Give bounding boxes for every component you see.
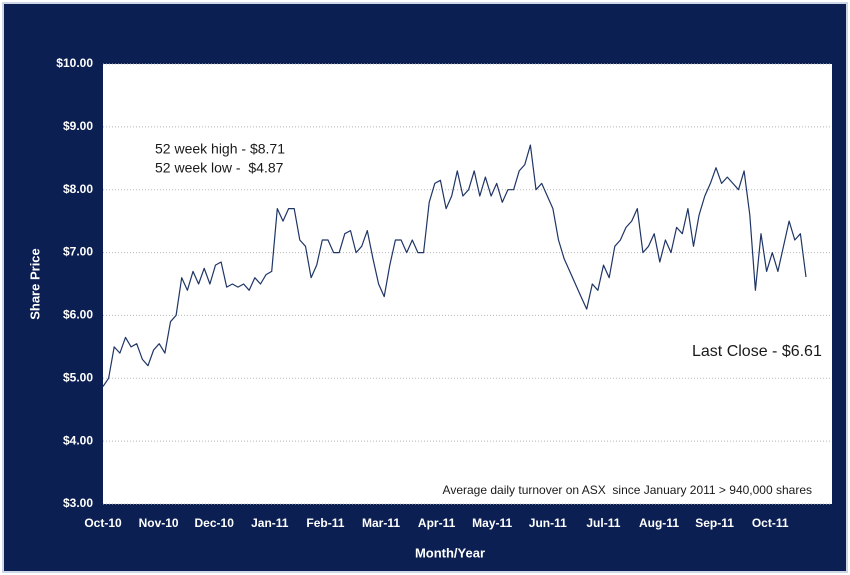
x-tick-label: Mar-11 (362, 516, 400, 530)
x-axis-label: Month/Year (415, 545, 485, 560)
x-tick-label: Dec-10 (195, 516, 235, 530)
marks (102, 144, 807, 387)
y-tick-label: $7.00 (63, 245, 93, 259)
x-tick-label: Jan-11 (251, 516, 289, 530)
x-tick-label: Oct-11 (752, 516, 789, 530)
x-tick-label: Oct-10 (84, 516, 122, 530)
y-axis-label: Share Price (27, 248, 42, 320)
plot-area (103, 64, 832, 504)
x-tick-label: Apr-11 (418, 516, 456, 530)
y-tick-label: $9.00 (63, 119, 93, 133)
labels: $3.00 $4.00 $5.00 $6.00 $7.00 $8.00 $9.00 $10.0… (56, 56, 789, 530)
annotation: 52 week high - $8.71 (155, 141, 285, 157)
y-tick-label: $8.00 (63, 182, 93, 196)
price-line (102, 144, 807, 387)
x-tick-label: May-11 (472, 516, 512, 530)
y-tick-label: $5.00 (63, 370, 93, 384)
y-tick-label: $3.00 (63, 496, 93, 510)
x-tick-label: Sep-11 (695, 516, 734, 530)
annotation: 52 week low - $4.87 (155, 160, 284, 176)
x-tick-label: Jun-11 (529, 516, 567, 530)
y-tick-label: $10.00 (56, 56, 93, 70)
x-tick-label: Aug-11 (639, 516, 679, 530)
x-tick-label: Feb-11 (306, 516, 344, 530)
annotation: Average daily turnover on ASX since Janu… (443, 483, 812, 497)
y-tick-label: $4.00 (63, 433, 93, 447)
y-tick-label: $6.00 (63, 308, 93, 322)
x-tick-label: Jul-11 (586, 516, 620, 530)
x-tick-label: Nov-10 (139, 516, 179, 530)
annotation: Last Close - $6.61 (692, 343, 822, 360)
